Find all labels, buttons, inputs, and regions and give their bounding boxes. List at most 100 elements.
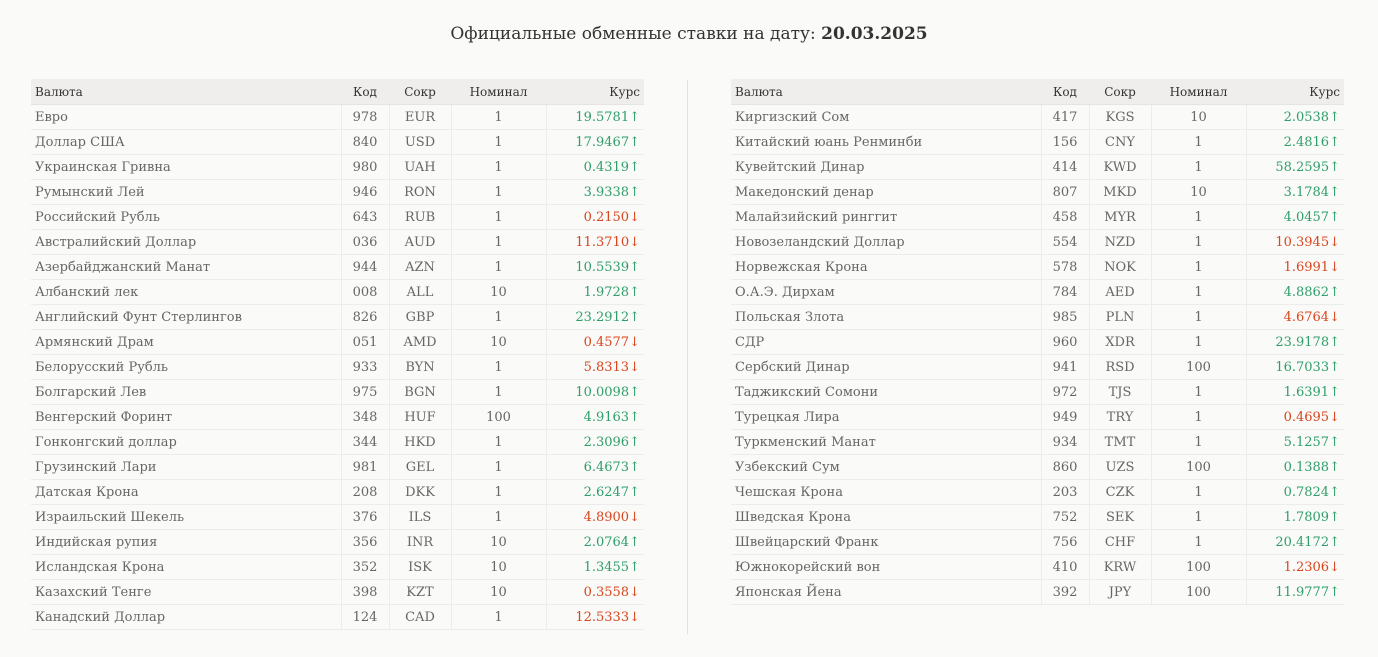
currency-code-cell: 981 [340,454,389,480]
currency-nominal-cell: 100 [1150,579,1246,605]
table-row: Японская Йена 392 JPY 100 11.9777↑ [731,579,1344,605]
currency-rate-cell: 19.5781↑ [545,104,644,130]
currency-name-cell: Грузинский Лари [31,454,341,480]
table-row: Малайзийский ринггит 458 MYR 1 4.0457↑ [731,204,1344,230]
currency-nominal-cell: 10 [450,329,546,355]
table-row: Польская Злота 985 PLN 1 4.6764↓ [731,304,1344,330]
currency-name-cell: СДР [731,329,1041,355]
currency-abbr-cell: EUR [388,104,451,130]
currency-rate-cell: 5.1257↑ [1245,429,1344,455]
currency-code-cell: 934 [1040,429,1089,455]
currency-code-cell: 826 [340,304,389,330]
currency-nominal-cell: 10 [450,529,546,555]
arrow-up-icon: ↑ [629,434,640,450]
arrow-up-icon: ↑ [1329,284,1340,300]
currency-rate-cell: 10.0098↑ [545,379,644,405]
table-row: Чешская Крона 203 CZK 1 0.7824↑ [731,479,1344,505]
arrow-up-icon: ↑ [1329,534,1340,550]
arrow-up-icon: ↑ [629,109,640,125]
arrow-up-icon: ↑ [629,559,640,575]
arrow-up-icon: ↑ [629,484,640,500]
currency-rate-cell: 17.9467↑ [545,129,644,155]
currency-rate-cell: 3.9338↑ [545,179,644,205]
table-row: Македонский денар 807 MKD 10 3.1784↑ [731,179,1344,205]
currency-nominal-cell: 1 [1150,154,1246,180]
currency-rate-cell: 0.4577↓ [545,329,644,355]
currency-abbr-cell: RSD [1088,354,1151,380]
currency-abbr-cell: MYR [1088,204,1151,230]
page-title-prefix: Официальные обменные ставки на дату: [450,24,816,44]
currency-code-cell: 946 [340,179,389,205]
currency-name-cell: Азербайджанский Манат [31,254,341,280]
rates-table-left-body: Евро 978 EUR 1 19.5781↑ Доллар США 840 USD 1 17.9… [31,104,644,630]
currency-name-cell: Евро [31,104,341,130]
currency-code-cell: 960 [1040,329,1089,355]
currency-name-cell: Английский Фунт Стерлингов [31,304,341,330]
currency-name-cell: Белорусский Рубль [31,354,341,380]
column-header-rate: Курс [546,79,644,105]
currency-nominal-cell: 1 [450,379,546,405]
arrow-up-icon: ↑ [1329,509,1340,525]
currency-code-cell: 208 [340,479,389,505]
currency-nominal-cell: 1 [1150,229,1246,255]
table-row: Украинская Гривна 980 UAH 1 0.4319↑ [31,154,644,180]
currency-nominal-cell: 1 [450,229,546,255]
table-row: СДР 960 XDR 1 23.9178↑ [731,329,1344,355]
table-row: Грузинский Лари 981 GEL 1 6.4673↑ [31,454,644,480]
currency-abbr-cell: CAD [388,604,451,630]
currency-code-cell: 352 [340,554,389,580]
currency-rate-cell: 23.9178↑ [1245,329,1344,355]
currency-rate-cell: 1.9728↑ [545,279,644,305]
currency-name-cell: Гонконгский доллар [31,429,341,455]
currency-code-cell: 410 [1040,554,1089,580]
arrow-up-icon: ↑ [1329,134,1340,150]
table-row: Армянский Драм 051 AMD 10 0.4577↓ [31,329,644,355]
currency-name-cell: Кувейтский Динар [731,154,1041,180]
arrow-up-icon: ↑ [1329,584,1340,600]
arrow-down-icon: ↓ [1329,559,1340,575]
page-title-date: 20.03.2025 [821,24,928,44]
currency-abbr-cell: BYN [388,354,451,380]
arrow-up-icon: ↑ [629,259,640,275]
currency-rate-cell: 1.6391↑ [1245,379,1344,405]
rates-table-right-body: Киргизский Сом 417 KGS 10 2.0538↑ Китайский ю… [731,104,1344,605]
currency-code-cell: 398 [340,579,389,605]
currency-nominal-cell: 1 [1150,204,1246,230]
currency-name-cell: Чешская Крона [731,479,1041,505]
currency-name-cell: Венгерский Форинт [31,404,341,430]
arrow-up-icon: ↑ [629,284,640,300]
currency-name-cell: Киргизский Сом [731,104,1041,130]
arrow-up-icon: ↑ [1329,184,1340,200]
currency-nominal-cell: 100 [1150,354,1246,380]
arrow-up-icon: ↑ [1329,484,1340,500]
currency-name-cell: Украинская Гривна [31,154,341,180]
arrow-up-icon: ↑ [629,409,640,425]
currency-name-cell: Сербский Динар [731,354,1041,380]
currency-code-cell: 203 [1040,479,1089,505]
currency-abbr-cell: KWD [1088,154,1151,180]
table-row: Шведская Крона 752 SEK 1 1.7809↑ [731,504,1344,530]
currency-nominal-cell: 1 [1150,479,1246,505]
table-row: Румынский Лей 946 RON 1 3.9338↑ [31,179,644,205]
currency-nominal-cell: 1 [1150,304,1246,330]
currency-nominal-cell: 1 [450,429,546,455]
arrow-up-icon: ↑ [1329,109,1340,125]
column-header-code: Код [1041,79,1089,105]
currency-abbr-cell: RUB [388,204,451,230]
currency-rate-cell: 3.1784↑ [1245,179,1344,205]
currency-rate-cell: 4.6764↓ [1245,304,1344,330]
currency-code-cell: 985 [1040,304,1089,330]
currency-rate-cell: 10.3945↓ [1245,229,1344,255]
arrow-down-icon: ↓ [629,584,640,600]
currency-nominal-cell: 1 [450,504,546,530]
currency-nominal-cell: 1 [450,479,546,505]
arrow-down-icon: ↓ [629,609,640,625]
page-title: Официальные обменные ставки на дату: 20.… [0,22,1378,46]
currency-nominal-cell: 10 [450,554,546,580]
currency-abbr-cell: TRY [1088,404,1151,430]
currency-rate-cell: 10.5539↑ [545,254,644,280]
table-row: Южнокорейский вон 410 KRW 100 1.2306↓ [731,554,1344,580]
currency-abbr-cell: KRW [1088,554,1151,580]
arrow-up-icon: ↑ [1329,209,1340,225]
currency-abbr-cell: ALL [388,279,451,305]
